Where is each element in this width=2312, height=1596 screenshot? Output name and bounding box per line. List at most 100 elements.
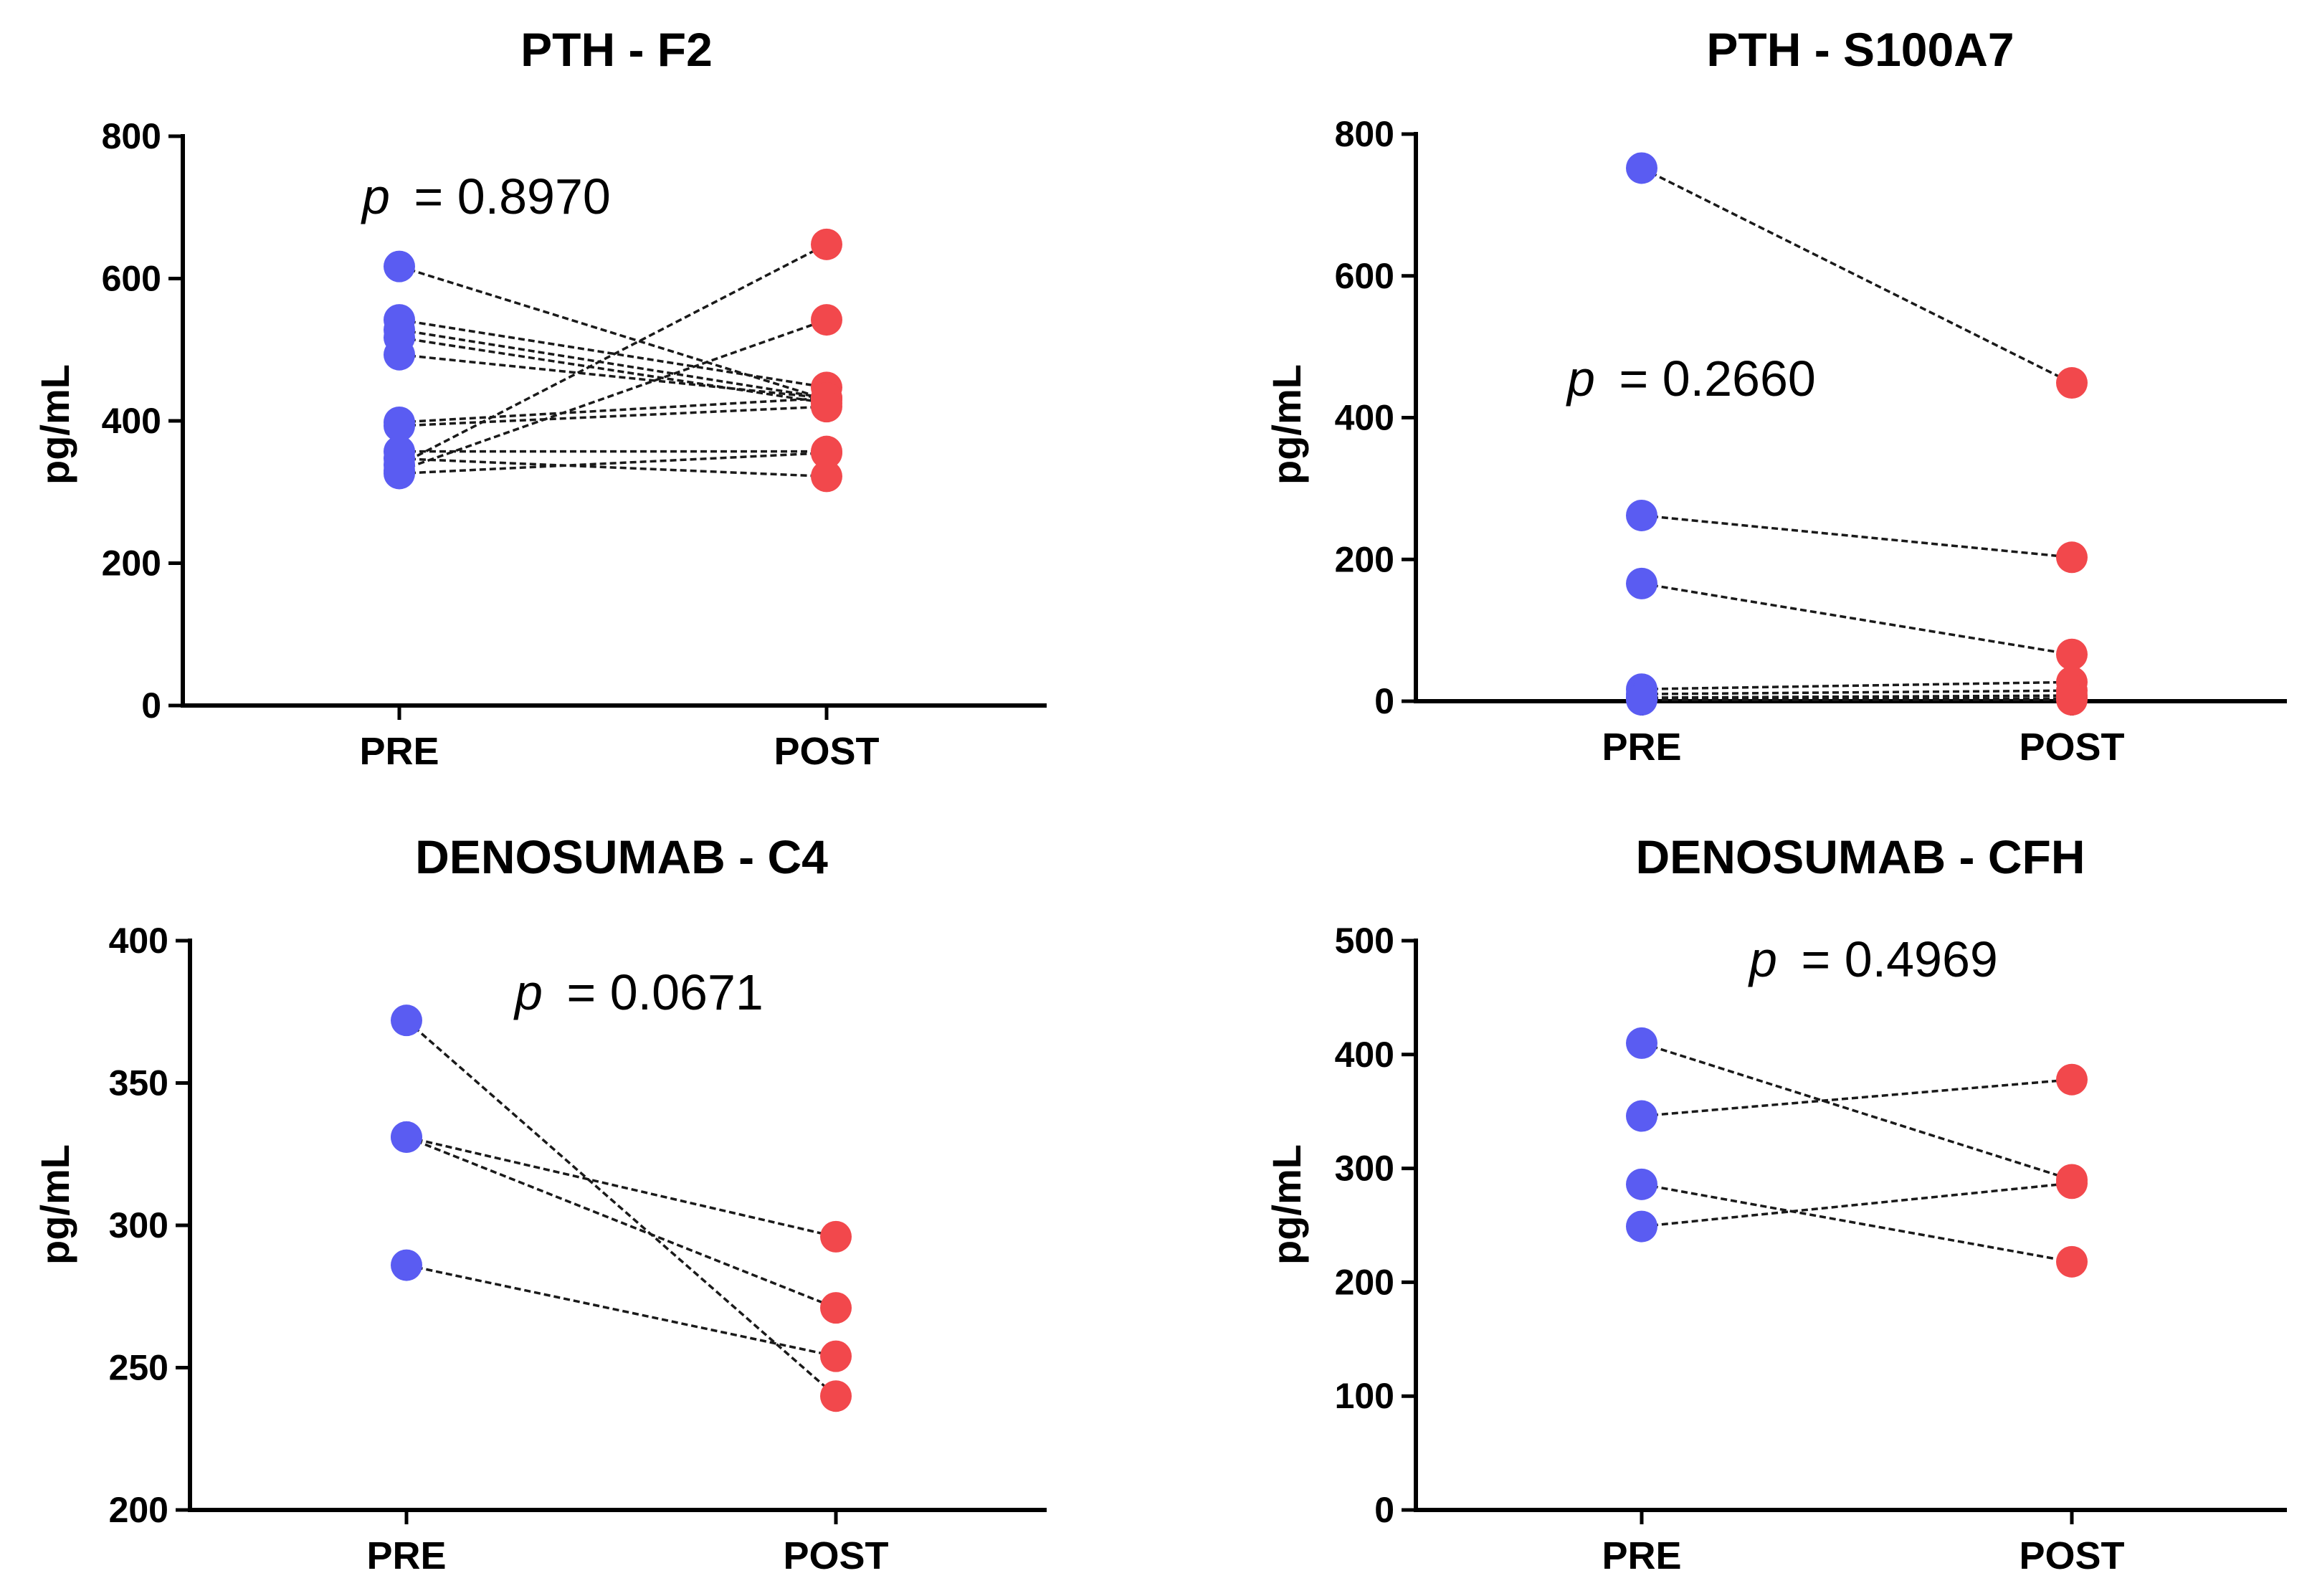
plot-area: 0 200 400 600 800 PRE POST [1335, 114, 2287, 769]
p-value-text: = 0.0671 [566, 964, 763, 1020]
post-point [820, 1340, 852, 1372]
p-value-annotation: p = 0.2660 [1566, 351, 1816, 407]
p-value-annotation: p = 0.8970 [361, 168, 611, 224]
pair-line [399, 265, 827, 401]
y-tick-label: 100 [1335, 1376, 1394, 1416]
pair-line [1641, 1182, 2073, 1228]
p-symbol: p [361, 168, 390, 224]
p-symbol: p [513, 964, 543, 1020]
pair-line [1641, 689, 2073, 695]
post-point [2056, 684, 2088, 716]
y-tick-label: 400 [1335, 1035, 1394, 1075]
y-axis-label: pg/mL [32, 1144, 77, 1265]
post-point [2056, 367, 2088, 399]
post-point [811, 228, 842, 260]
y-tick-label: 200 [1335, 539, 1394, 579]
pre-point [384, 250, 415, 282]
plot-area: 0 100 200 300 400 500 PRE POST [1335, 921, 2287, 1577]
y-tick-label: 300 [1335, 1149, 1394, 1189]
post-point [811, 437, 842, 469]
pair-line [399, 336, 827, 404]
plot-area: 200 250 300 350 400 PRE POST [109, 921, 1047, 1577]
pair-line [399, 405, 827, 427]
x-tick-label: PRE [1602, 726, 1681, 769]
pair-line [406, 1263, 837, 1358]
x-tick-label: POST [774, 730, 879, 773]
p-symbol: p [1748, 931, 1777, 987]
chart-title: DENOSUMAB - C4 [415, 830, 828, 883]
post-point [2056, 1063, 2088, 1096]
pair-line [1641, 680, 2073, 690]
y-tick-label: 800 [102, 116, 161, 156]
x-tick-label: PRE [1602, 1534, 1681, 1577]
post-point [811, 304, 842, 336]
pre-point [1626, 1100, 1657, 1132]
x-tick-label: POST [2019, 726, 2124, 769]
y-tick-label: 800 [1335, 114, 1394, 154]
y-tick-label: 200 [1335, 1262, 1394, 1302]
y-tick-label: 500 [1335, 921, 1394, 961]
panel-pth-s100a7: PTH - S100A7 pg/mL p = 0.2660 0 200 400 600… [1264, 23, 2287, 769]
panel-denosumab-c4: DENOSUMAB - C4 pg/mL p = 0.0671 200 250 30… [32, 830, 1047, 1577]
y-axis-label: pg/mL [1264, 1144, 1309, 1265]
y-tick-label: 200 [109, 1490, 168, 1530]
pre-point [391, 1121, 422, 1153]
pair-line [399, 353, 827, 399]
y-axis-label: pg/mL [32, 364, 77, 485]
y-tick-label: 600 [102, 259, 161, 299]
pre-point [1626, 684, 1657, 716]
pair-line [1641, 582, 2073, 656]
p-symbol: p [1566, 351, 1595, 407]
y-tick-label: 0 [1374, 1490, 1394, 1530]
pre-point [1626, 499, 1657, 531]
y-tick-label: 400 [109, 921, 168, 961]
pre-point [384, 457, 415, 490]
pair-line [1641, 1042, 2073, 1182]
x-tick-label: POST [2019, 1534, 2124, 1577]
chart-title: PTH - F2 [520, 23, 713, 76]
y-tick-label: 600 [1335, 256, 1394, 296]
post-point [820, 1220, 852, 1253]
post-point [2056, 638, 2088, 670]
pair-line [1641, 1078, 2073, 1118]
y-tick-label: 250 [109, 1348, 168, 1388]
y-tick-label: 0 [141, 685, 161, 726]
panel-pth-f2: PTH - F2 pg/mL p = 0.8970 0 200 400 600 800 P… [32, 23, 1047, 773]
pre-point [1626, 1210, 1657, 1243]
post-point [820, 1292, 852, 1324]
y-tick-label: 350 [109, 1063, 168, 1103]
y-axis-label: pg/mL [1264, 364, 1309, 485]
pair-line [406, 1136, 837, 1238]
post-point [2056, 1167, 2088, 1200]
pre-point [1626, 567, 1657, 599]
x-tick-label: PRE [366, 1534, 446, 1577]
post-point [811, 460, 842, 493]
p-value-annotation: p = 0.0671 [513, 964, 763, 1020]
pair-line [1641, 514, 2073, 559]
pair-line [399, 457, 827, 478]
pair-line [399, 396, 827, 424]
post-point [2056, 1245, 2088, 1278]
y-tick-label: 400 [1335, 398, 1394, 438]
pair-line [405, 1019, 837, 1397]
post-point [811, 391, 842, 423]
pair-line [1641, 694, 2073, 699]
pair-line [1641, 1183, 2073, 1263]
post-point [2056, 541, 2088, 574]
y-tick-label: 200 [102, 543, 161, 584]
pre-point [1626, 1027, 1657, 1059]
p-value-text: = 0.8970 [414, 168, 610, 224]
pair-line [399, 318, 827, 472]
p-value-annotation: p = 0.4969 [1748, 931, 1998, 987]
panel-denosumab-cfh: DENOSUMAB - CFH pg/mL p = 0.4969 0 100 200… [1264, 830, 2287, 1577]
x-tick-label: PRE [359, 730, 439, 773]
pair-line [399, 451, 827, 475]
pair-line [399, 328, 827, 399]
pre-point [384, 409, 415, 442]
p-value-text: = 0.2660 [1619, 351, 1815, 407]
chart-title: PTH - S100A7 [1706, 23, 2014, 76]
pair-line [406, 1136, 837, 1309]
y-tick-label: 300 [109, 1205, 168, 1245]
plot-area: 0 200 400 600 800 PRE POST [102, 116, 1047, 773]
